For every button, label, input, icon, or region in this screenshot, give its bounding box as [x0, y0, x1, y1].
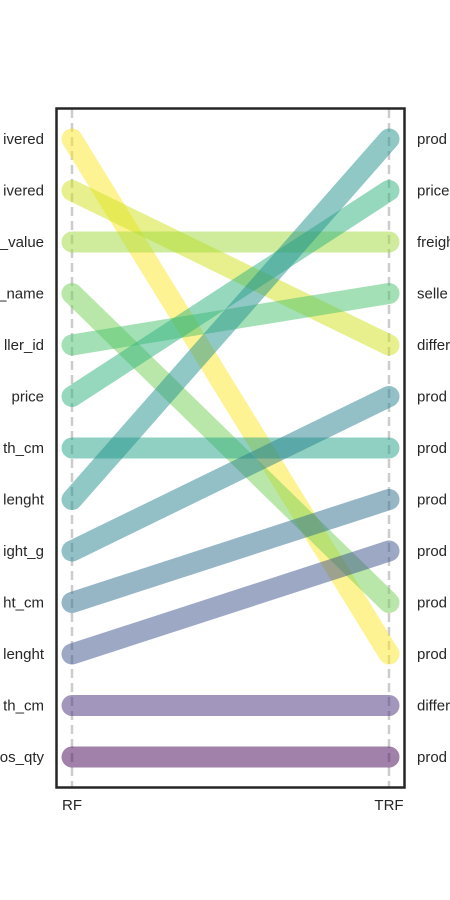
- rank-line-2: [61, 180, 400, 356]
- right-tick-label: freigh: [417, 234, 450, 251]
- right-tick-label: prod: [417, 595, 447, 612]
- left-tick-label: ht_cm: [3, 595, 44, 612]
- rank-line-11: [61, 540, 400, 665]
- left-tick-label: _name: [0, 286, 44, 303]
- right-tick-label: differ: [417, 337, 450, 354]
- left-tick-label: ight_g: [3, 543, 44, 560]
- left-tick-label: ivered: [3, 131, 44, 148]
- left-tick-label: os_qty: [0, 749, 44, 766]
- right-tick-label: selle: [417, 286, 448, 303]
- right-tick-label: prod: [417, 440, 447, 457]
- left-tick-label: lenght: [3, 646, 45, 663]
- right-tick-label: differ: [417, 698, 450, 715]
- right-tick-label: prod: [417, 543, 447, 560]
- right-tick-label: prod: [417, 389, 447, 406]
- left-tick-label: _value: [0, 234, 44, 251]
- rank-line-6: [61, 180, 400, 407]
- left-tick-label: ller_id: [4, 337, 44, 354]
- left-tick-label: price: [11, 389, 44, 406]
- left-tick-label: ivered: [3, 183, 44, 200]
- rank-lines: [61, 128, 400, 768]
- x-tick-label-rf: RF: [62, 797, 82, 814]
- right-tick-label: prod: [417, 492, 447, 509]
- plot-frame: [55, 107, 406, 789]
- right-tick-label: prod: [417, 646, 447, 663]
- left-tick-label: th_cm: [3, 698, 44, 715]
- left-tick-label: th_cm: [3, 440, 44, 457]
- rank-line-9: [61, 386, 400, 562]
- rank-line-8: [61, 128, 400, 510]
- left-tick-label: lenght: [3, 492, 45, 509]
- right-tick-label: prod: [417, 131, 447, 148]
- rank-line-10: [61, 489, 400, 613]
- right-tick-label: prod: [417, 749, 447, 766]
- x-tick-label-trf: TRF: [374, 797, 403, 814]
- right-tick-label: price: [417, 183, 450, 200]
- right-tick-labels: prod price freigh selle differ prod prod prod pr…: [417, 131, 450, 766]
